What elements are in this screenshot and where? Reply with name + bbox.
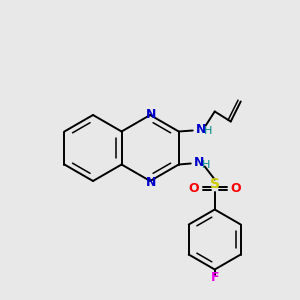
Text: H: H <box>203 127 212 136</box>
Text: N: N <box>196 123 206 136</box>
Text: O: O <box>188 182 199 195</box>
Text: N: N <box>146 107 156 121</box>
Text: S: S <box>210 178 220 191</box>
Text: F: F <box>211 271 219 284</box>
Text: H: H <box>202 160 210 170</box>
Text: N: N <box>146 176 156 188</box>
Text: N: N <box>194 156 204 169</box>
Text: O: O <box>230 182 241 195</box>
